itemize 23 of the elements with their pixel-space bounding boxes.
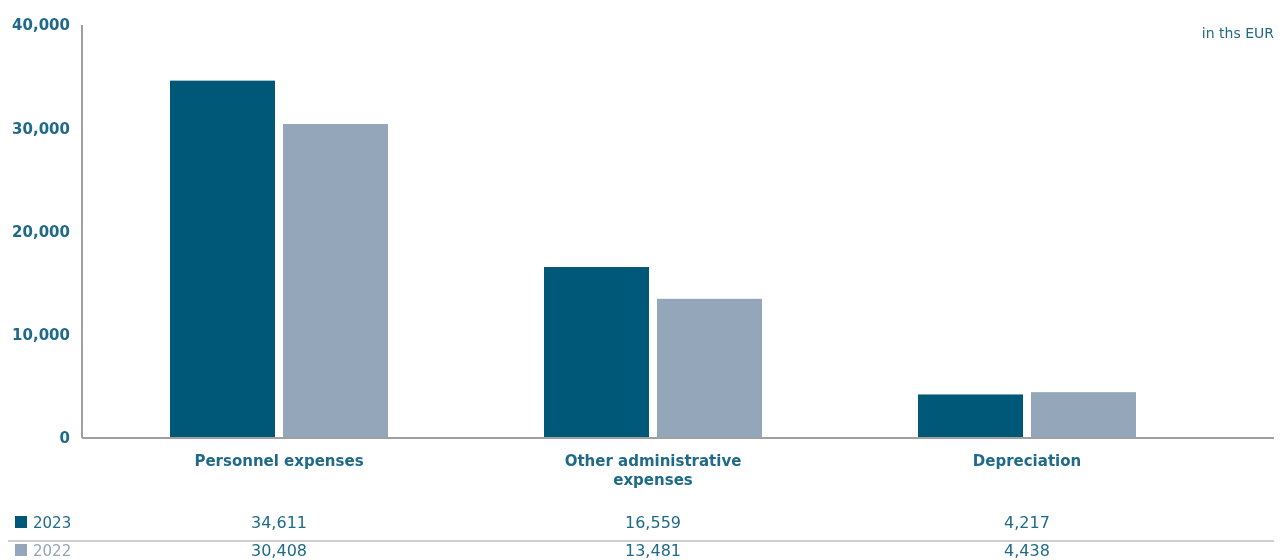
x-tick-label: Personnel expenses	[194, 452, 364, 470]
data-label: 16,559	[625, 513, 681, 532]
legend-label: 2023	[33, 514, 72, 532]
bar	[283, 124, 388, 438]
x-tick-label: Depreciation	[972, 452, 1082, 470]
y-tick-label: 20,000	[12, 222, 70, 241]
data-label: 4,438	[1004, 541, 1050, 560]
y-axis-title: in ths EUR	[1201, 24, 1275, 41]
y-tick-label: 10,000	[12, 326, 70, 344]
bar	[1031, 392, 1136, 438]
legend-label: 2022	[33, 542, 72, 560]
bar	[657, 298, 762, 438]
y-tick-label: 40,000	[12, 16, 70, 35]
bar	[544, 267, 649, 438]
bar	[918, 394, 1023, 438]
data-label: 30,408	[251, 541, 307, 560]
y-tick-label: 30,000	[12, 119, 70, 138]
bar	[170, 80, 275, 438]
data-label: 34,611	[251, 513, 307, 532]
x-tick-label: Other administrative expenses	[564, 452, 742, 489]
data-label: 4,217	[1004, 513, 1050, 532]
y-tick-label: 0	[59, 429, 70, 448]
data-label: 13,481	[625, 541, 681, 560]
